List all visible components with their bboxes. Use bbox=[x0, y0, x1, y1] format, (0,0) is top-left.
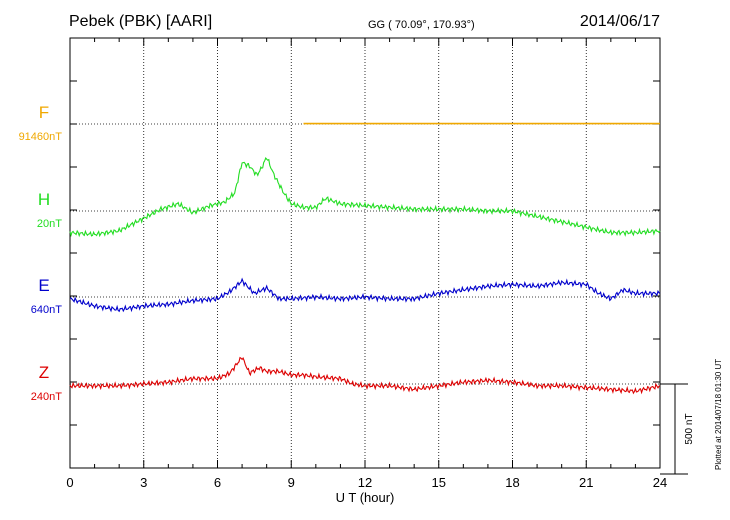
x-axis-label: U T (hour) bbox=[336, 490, 395, 505]
series-lines bbox=[69, 122, 661, 395]
x-tick-label-21: 21 bbox=[579, 475, 593, 490]
x-tick-label-0: 0 bbox=[66, 475, 73, 490]
x-tick-label-9: 9 bbox=[288, 475, 295, 490]
series-labels: F 91460nT H 20nT E 640nT Z 240nT bbox=[19, 103, 63, 403]
x-tick-label-3: 3 bbox=[140, 475, 147, 490]
x-tick-labels: 0 3 6 9 12 15 18 21 24 bbox=[66, 475, 667, 490]
series-line-Z bbox=[69, 356, 661, 395]
series-name-Z: Z bbox=[39, 363, 49, 382]
series-name-E: E bbox=[38, 276, 49, 295]
x-tick-label-12: 12 bbox=[358, 475, 372, 490]
series-name-F: F bbox=[39, 103, 49, 122]
series-line-H bbox=[69, 156, 661, 238]
plot-frame bbox=[69, 37, 661, 469]
series-baseline-Z: 240nT bbox=[31, 391, 62, 403]
station-title: Pebek (PBK) [AARI] bbox=[69, 13, 212, 30]
series-line-E bbox=[69, 277, 661, 313]
station-coords: GG ( 70.09°, 170.93°) bbox=[368, 19, 475, 31]
series-baseline-H: 20nT bbox=[37, 218, 62, 230]
plotted-at-note: Plotted at 2014/07/18 01:30 UT bbox=[714, 358, 723, 470]
series-baseline-F: 91460nT bbox=[19, 131, 63, 143]
scale-bar: 500 nT bbox=[660, 383, 695, 475]
x-tick-label-18: 18 bbox=[505, 475, 519, 490]
axis-ticks bbox=[69, 38, 661, 468]
x-tick-label-6: 6 bbox=[214, 475, 221, 490]
x-tick-label-24: 24 bbox=[653, 475, 667, 490]
scale-bar-label: 500 nT bbox=[684, 413, 695, 444]
plot-grid bbox=[70, 38, 660, 468]
x-tick-label-15: 15 bbox=[432, 475, 446, 490]
series-baseline-E: 640nT bbox=[31, 304, 62, 316]
series-name-H: H bbox=[38, 190, 50, 209]
date-label: 2014/06/17 bbox=[580, 13, 660, 30]
